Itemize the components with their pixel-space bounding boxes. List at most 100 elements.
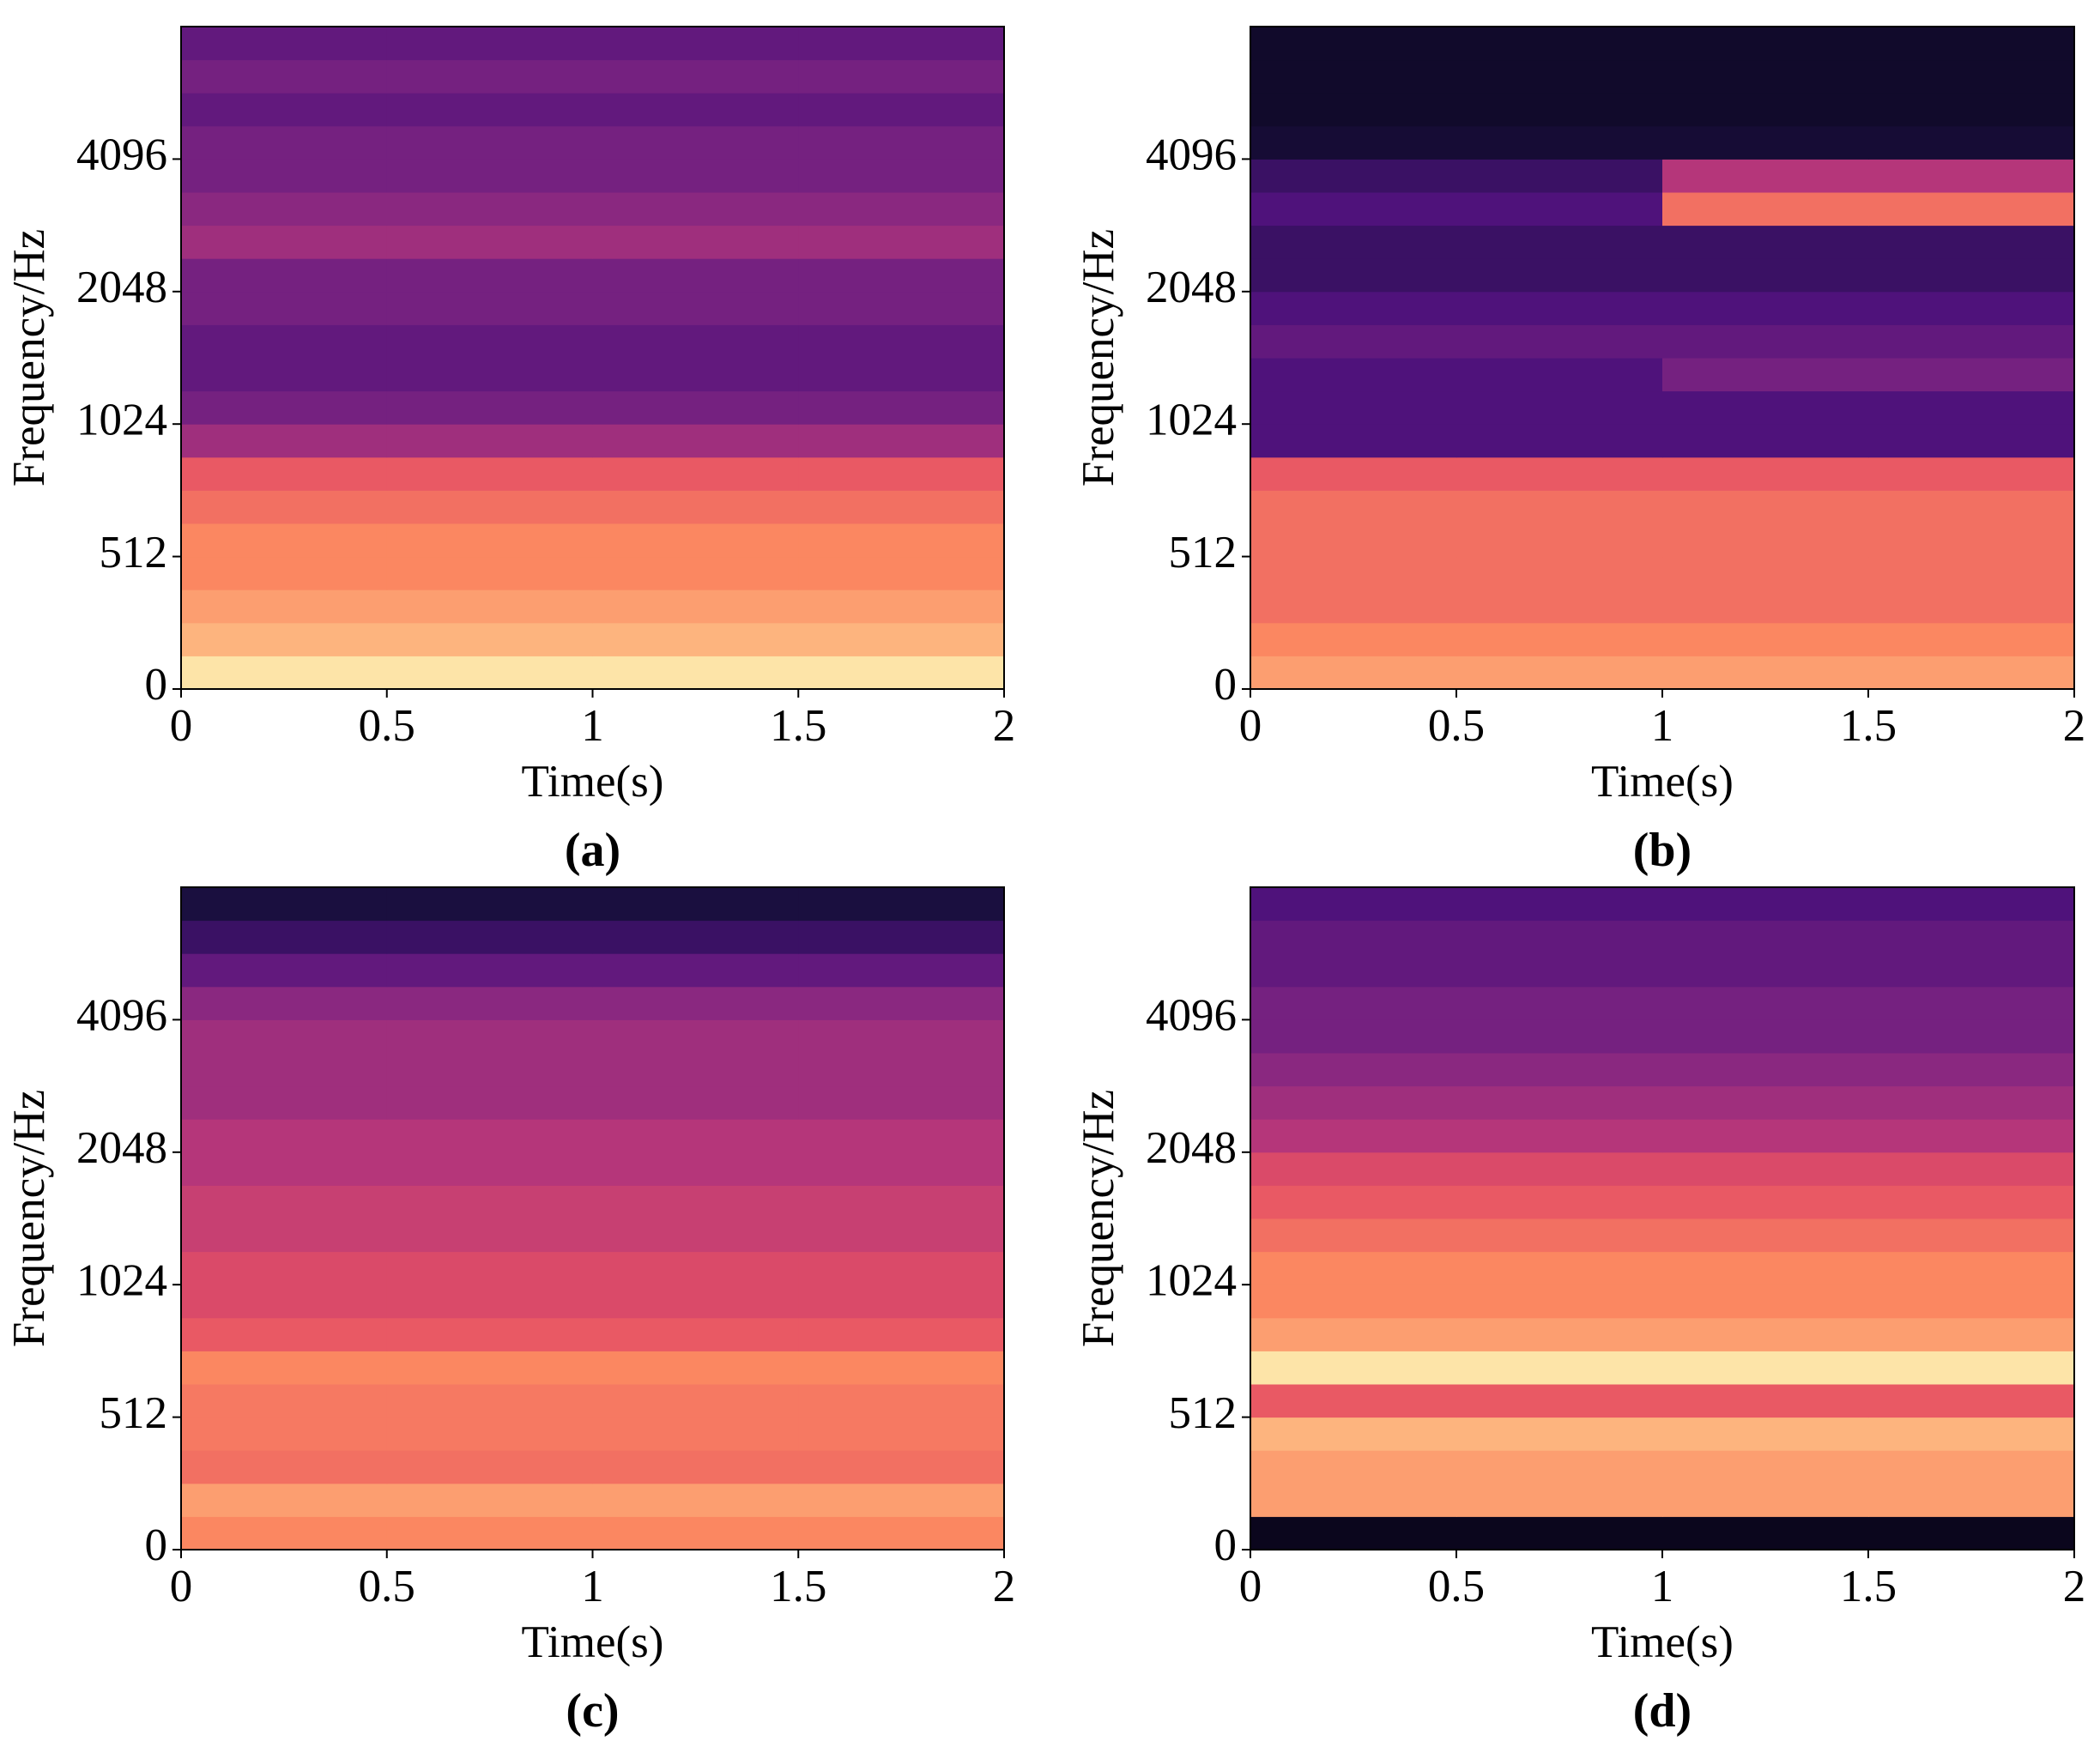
heatmap-cell	[1868, 324, 2075, 359]
heatmap-cell	[386, 1450, 593, 1484]
heatmap-cell	[1250, 1483, 1457, 1517]
y-tick-label: 512	[1169, 1388, 1238, 1438]
x-tick-label: 1	[581, 701, 604, 751]
heatmap-cell	[798, 1085, 1005, 1120]
heatmap-cell	[592, 1251, 799, 1285]
heatmap-cell	[386, 887, 593, 922]
heatmap-cell	[386, 258, 593, 293]
heatmap-cell	[1868, 953, 2075, 988]
heatmap-cell	[592, 1450, 799, 1484]
heatmap-cell	[386, 622, 593, 656]
heatmap-cell	[1250, 225, 1457, 259]
heatmap-cell	[181, 27, 388, 61]
heatmap-cell	[1868, 1053, 2075, 1087]
heatmap-cell	[1250, 887, 1457, 922]
heatmap-cell	[181, 887, 388, 922]
heatmap-cell	[1868, 159, 2075, 193]
heatmap-cell	[386, 1019, 593, 1054]
heatmap-cell	[798, 1317, 1005, 1351]
heatmap-cell	[798, 390, 1005, 425]
heatmap-cell	[386, 1251, 593, 1285]
heatmap-cell	[1868, 1516, 2075, 1550]
heatmap-cell	[1456, 1450, 1663, 1484]
heatmap-cell	[181, 59, 388, 94]
heatmap-cell	[181, 1384, 388, 1418]
heatmap-cell	[1250, 192, 1457, 227]
heatmap-cell	[592, 1085, 799, 1120]
heatmap-cell	[798, 953, 1005, 988]
heatmap-cell	[1868, 490, 2075, 524]
heatmap-cell	[1662, 225, 1869, 259]
heatmap-cell	[181, 358, 388, 392]
heatmap-cell	[1662, 986, 1869, 1020]
heatmap-cell	[1868, 986, 2075, 1020]
heatmap-cell	[181, 1218, 388, 1253]
heatmap-cell	[592, 27, 799, 61]
heatmap-cell	[181, 258, 388, 293]
y-tick-label: 512	[1169, 528, 1238, 577]
heatmap-cell	[1662, 358, 1869, 392]
heatmap-cell	[1250, 1218, 1457, 1253]
heatmap-cell	[1456, 622, 1663, 656]
heatmap-cell	[1662, 1450, 1869, 1484]
heatmap-cell	[798, 1384, 1005, 1418]
heatmap-cell	[1662, 556, 1869, 590]
heatmap-cell	[798, 1152, 1005, 1186]
x-axis-label: Time(s)	[1591, 757, 1734, 807]
heatmap-cell	[592, 424, 799, 458]
heatmap-cell	[592, 622, 799, 656]
heatmap-cell	[181, 1417, 388, 1451]
heatmap-cell	[1456, 1351, 1663, 1385]
x-tick-label: 2	[2063, 701, 2086, 751]
heatmap-cell	[1250, 1317, 1457, 1351]
heatmap-cell	[1456, 424, 1663, 458]
heatmap-cell	[386, 225, 593, 259]
heatmap-cell	[181, 523, 388, 558]
heatmap-cell	[1868, 27, 2075, 61]
x-tick-label: 1	[1651, 1562, 1674, 1611]
heatmap-cell	[1250, 258, 1457, 293]
panel-label: (b)	[1633, 824, 1691, 877]
heatmap-cell	[592, 589, 799, 624]
heatmap-cell	[592, 1417, 799, 1451]
heatmap-cell	[798, 1516, 1005, 1550]
heatmap-cell	[592, 1218, 799, 1253]
heatmap-cell	[1662, 523, 1869, 558]
heatmap-cell	[798, 986, 1005, 1020]
heatmap-cell	[592, 258, 799, 293]
heatmap-cell	[386, 93, 593, 127]
heatmap-cell	[181, 225, 388, 259]
y-tick-label: 0	[1214, 660, 1238, 710]
y-axis-label: Frequency/Hz	[4, 229, 54, 487]
heatmap-cell	[1250, 1119, 1457, 1153]
heatmap-cell	[1662, 93, 1869, 127]
heatmap-cell	[1868, 1019, 2075, 1054]
y-tick-label: 4096	[1146, 130, 1237, 180]
heatmap-cell	[592, 953, 799, 988]
heatmap-cell	[798, 1119, 1005, 1153]
heatmap-cell	[1250, 1085, 1457, 1120]
heatmap-cell	[798, 1185, 1005, 1219]
heatmap-cell	[1662, 1185, 1869, 1219]
x-tick-label: 0	[1239, 701, 1262, 751]
heatmap-cell	[181, 291, 388, 325]
heatmap-cell	[1456, 1417, 1663, 1451]
heatmap-cell	[592, 1185, 799, 1219]
heatmap-cell	[386, 1483, 593, 1517]
heatmap-cell	[592, 93, 799, 127]
y-tick-label: 0	[145, 1520, 168, 1570]
heatmap-cell	[1456, 986, 1663, 1020]
heatmap-cell	[1868, 1251, 2075, 1285]
heatmap-cell	[386, 424, 593, 458]
heatmap-cell	[386, 390, 593, 425]
heatmap-cell	[181, 1285, 388, 1319]
heatmap-cell	[592, 986, 799, 1020]
heatmap-cell	[181, 1019, 388, 1054]
heatmap-cell	[798, 556, 1005, 590]
heatmap-cell	[181, 1085, 388, 1120]
heatmap-cell	[386, 490, 593, 524]
heatmap-cell	[1662, 258, 1869, 293]
heatmap-cell	[1456, 1019, 1663, 1054]
heatmap-cell	[386, 656, 593, 690]
heatmap-cell	[1456, 1119, 1663, 1153]
